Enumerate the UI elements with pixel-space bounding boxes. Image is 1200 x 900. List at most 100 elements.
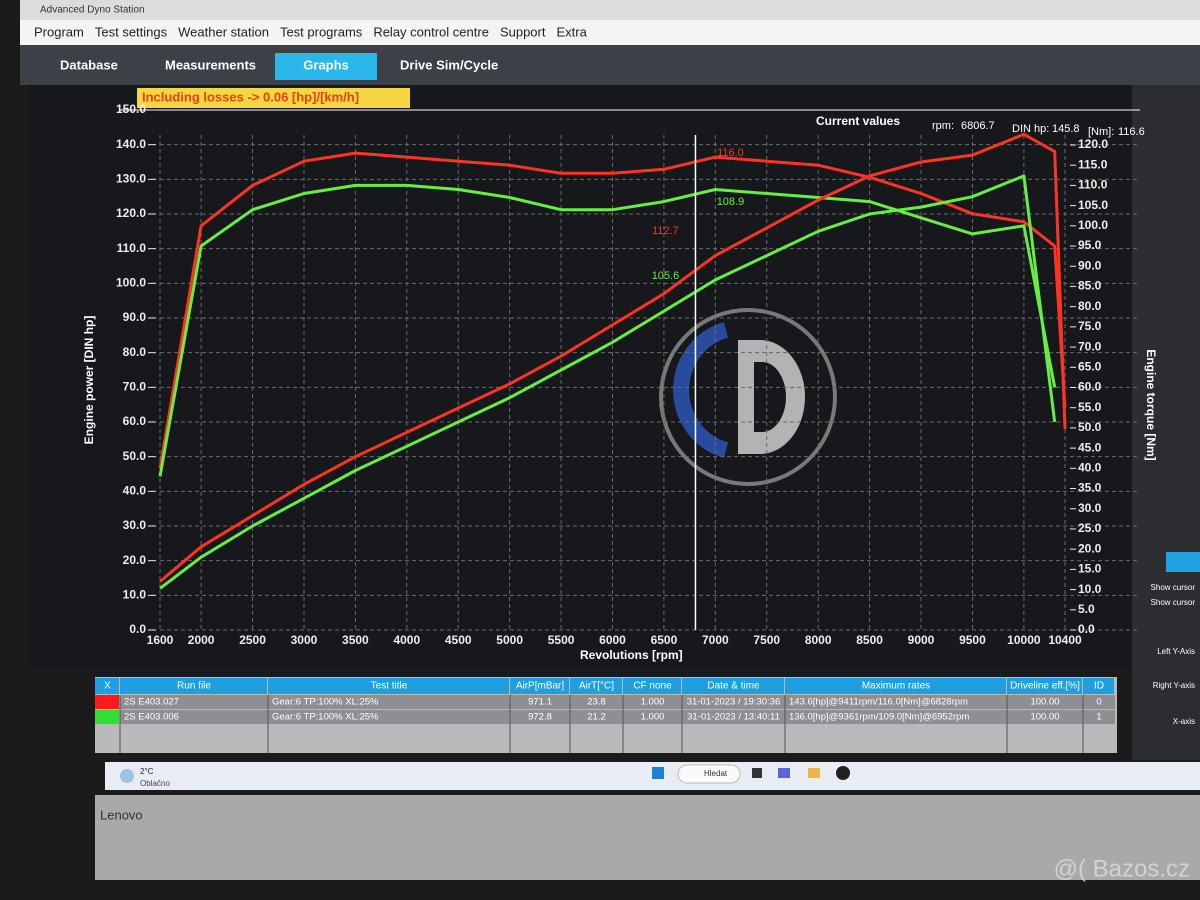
x-tick-label: 2500 [239,633,266,647]
header-text: ID [1094,681,1104,692]
x-tick-label: 8000 [805,633,832,647]
y2-tick-label: 100.0 [1078,218,1108,232]
rpm-value: 6806.7 [961,120,995,132]
y2-tick-label: 75.0 [1078,319,1102,333]
tab[interactable]: Database [60,57,118,72]
task-icon[interactable] [778,768,790,778]
x-tick-label: 6500 [651,633,678,647]
y-tick-label: 30.0 [123,518,147,532]
x-tick-label: 7500 [753,633,780,647]
series-line [158,183,1057,477]
header-cell [1007,678,1082,694]
menu-item[interactable]: Relay control centre [373,24,489,39]
header-cell [623,678,681,694]
header-text: Date & time [707,681,760,692]
y2-tick-label: 40.0 [1078,461,1102,475]
y-tick-label: 100.0 [116,276,146,290]
logo-ring [659,308,837,486]
weather: Oblačno [140,779,170,788]
start-button[interactable] [652,767,664,779]
header-cell [268,678,509,694]
tab-active [275,53,377,80]
y2-tick-label: 80.0 [1078,299,1102,313]
y2-tick-label: 115.0 [1078,157,1108,171]
cell-text: 972.8 [528,712,552,723]
header-cell [785,678,1006,694]
y-tick-label: 90.0 [123,310,147,324]
cursor-value-label: 105.6 [652,270,680,282]
task-icon[interactable] [836,766,850,780]
current-values-title: Current values [816,114,900,128]
cell-text: 100.00 [1030,712,1059,723]
cell-text: 1.000 [641,697,665,708]
menu-item[interactable]: Test settings [95,24,168,39]
hp-label: DIN hp: [1012,123,1049,135]
y2-tick-label: 0.0 [1078,622,1095,636]
task-icon[interactable] [808,768,820,778]
header-text: X [104,681,111,692]
tab[interactable]: Graphs [303,57,349,72]
header-cell [570,678,622,694]
x-tick-label: 3000 [291,633,318,647]
task-icon[interactable] [752,768,762,778]
cell-text: 1 [1096,712,1101,723]
x-axis-title: Revolutions [rpm] [580,648,683,662]
tab-bar [20,45,1200,85]
cell-text: 143.6[hp]@9411rpm/116.0[Nm]@6828rpm [789,697,968,708]
header-text: AirP[mBar] [516,681,565,692]
side-label: Show cursor [1151,598,1196,607]
row-bg[interactable] [120,710,1115,724]
window-title: Advanced Dyno Station [40,5,145,16]
weather-icon [120,769,134,783]
header-text: Driveline eff.[%] [1010,681,1080,692]
series-line [159,132,1067,583]
cell-text: 100.00 [1030,697,1059,708]
side-button[interactable] [1166,552,1200,572]
logo-d [738,340,805,454]
y2-tick-label: 70.0 [1078,339,1102,353]
y2-tick-label: 120.0 [1078,137,1108,151]
y-tick-label: 70.0 [123,380,147,394]
cell-text: Gear:6 TP:100% XL:25% [272,712,379,723]
y2-tick-label: 30.0 [1078,501,1102,515]
x-tick-label: 3500 [342,633,369,647]
tab[interactable]: Drive Sim/Cycle [400,57,498,72]
cell-text: 2S E403.006 [124,712,179,723]
cell-text: Gear:6 TP:100% XL:25% [272,697,379,708]
x-tick-label: 1600 [147,633,174,647]
cell-text: 23.8 [587,697,606,708]
y-tick-label: 120.0 [116,206,146,220]
logo-c [673,322,729,458]
y-tick-label: 110.0 [117,241,147,255]
y-tick-label: 10.0 [123,588,147,602]
header-text: Test title [371,681,408,692]
menu-item[interactable]: Extra [556,24,587,39]
row-bg[interactable] [120,695,1115,709]
cell-text: 1.000 [641,712,665,723]
side-label: X-axis [1173,717,1195,726]
y2-tick-label: 105.0 [1078,198,1108,212]
menu-item[interactable]: Test programs [280,24,363,39]
tab[interactable]: Measurements [165,57,256,72]
menu-bar [20,20,1200,45]
y2-tick-label: 45.0 [1078,440,1102,454]
cell-text: 0 [1096,697,1101,708]
menu-item[interactable]: Weather station [178,24,269,39]
nm-value: 116.6 [1118,126,1145,138]
menu: Program Test settings Weather station Test … [34,24,588,39]
cell-text: 2S E403.027 [124,697,179,708]
y2-tick-label: 95.0 [1078,238,1102,252]
search-box[interactable] [677,764,741,784]
x-tick-label: 7000 [702,633,729,647]
x-tick-label: 8500 [856,633,883,647]
menu-item[interactable]: Support [500,24,546,39]
y-tick-label: 60.0 [123,414,147,428]
x-tick-label: 4500 [445,633,472,647]
menu-item[interactable]: Program [34,24,84,39]
side-label: Right Y-axis [1153,681,1195,690]
row-swatch [95,695,119,709]
cursor-value-label: 112.7 [652,225,679,237]
nm-label: [Nm]: [1088,126,1114,138]
y-tick-label: 140.0 [116,137,146,151]
y2-tick-label: 90.0 [1078,258,1102,272]
